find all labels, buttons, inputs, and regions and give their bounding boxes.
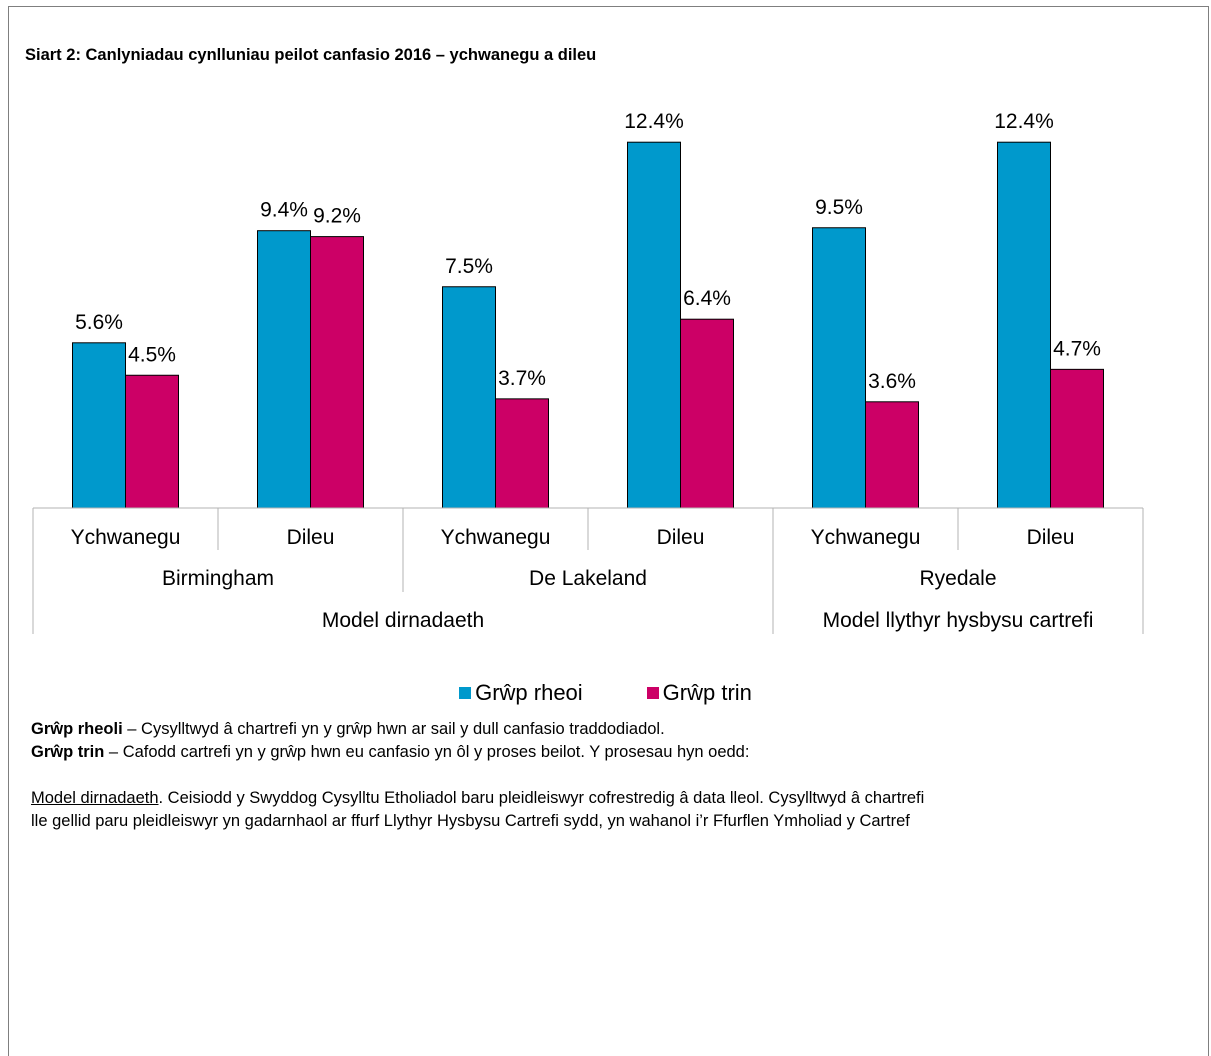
data-label-treatment-2: 3.7% <box>498 367 546 390</box>
bar-treatment-5 <box>1050 368 1104 509</box>
data-label-treatment-4: 3.6% <box>868 370 916 393</box>
legend-swatch-treatment <box>646 687 659 699</box>
note-control-text: – Cysylltwyd â chartrefi yn y grŵp hwn a… <box>122 720 665 738</box>
chart-legend: Grŵp rheoi Grŵp trin <box>0 680 1211 706</box>
category-label-3: Dileu <box>657 526 705 549</box>
legend-item-control: Grŵp rheoi <box>459 680 583 706</box>
notes: Grŵp rheoli – Cysylltwyd â chartrefi yn … <box>31 718 924 833</box>
category-label-4: Ychwanegu <box>811 526 921 549</box>
model-label-1: Model llythyr hysbysu cartrefi <box>823 609 1094 632</box>
bar-chart: 5.6%4.5% 9.4% 9.2% 7.5% 3.7% 12.4% 6.4% 9.5% 3.6… <box>32 110 1144 634</box>
note-model-line-2: lle gellid paru pleidleiswyr yn gadarnha… <box>31 812 910 830</box>
bar-control-0 <box>72 342 126 509</box>
note-model-term: Model dirnadaeth <box>31 789 159 807</box>
category-label-2: Ychwanegu <box>441 526 551 549</box>
data-label-control-4: 9.5% <box>815 196 863 219</box>
bar-control-4 <box>812 227 866 509</box>
category-label-1: Dileu <box>287 526 335 549</box>
legend-label-treatment: Grŵp trin <box>662 680 752 705</box>
data-label-control-3: 12.4% <box>624 110 684 133</box>
note-spacer <box>31 764 924 787</box>
data-label-control-1: 9.4% <box>260 199 308 222</box>
note-model-line: Model dirnadaeth. Ceisiodd y Swyddog Cys… <box>31 787 924 810</box>
bar-treatment-0 <box>125 374 179 509</box>
data-label-treatment-0: 4.5% <box>128 343 176 366</box>
bar-treatment-4 <box>865 401 919 509</box>
note-model-text: . Ceisiodd y Swyddog Cysylltu Etholiadol… <box>158 789 925 807</box>
data-label-control-5: 12.4% <box>994 110 1054 133</box>
note-control-term: Grŵp rheoli <box>31 720 123 738</box>
chart-title: Siart 2: Canlyniadau cynlluniau peilot c… <box>25 46 597 64</box>
data-label-treatment-3: 6.4% <box>683 287 731 310</box>
bar-control-3 <box>627 141 681 509</box>
legend-swatch-control <box>459 687 472 699</box>
group-label-1: De Lakeland <box>529 567 647 590</box>
note-treatment-term: Grŵp trin <box>31 743 105 761</box>
model-label-0: Model dirnadaeth <box>322 609 484 632</box>
legend-label-control: Grŵp rheoi <box>475 680 583 705</box>
chart-frame <box>8 6 1209 1056</box>
bar-treatment-2 <box>495 398 549 509</box>
bar-control-2 <box>442 286 496 509</box>
data-label-treatment-1: 9.2% <box>313 205 361 228</box>
note-control-group: Grŵp rheoli – Cysylltwyd â chartrefi yn … <box>31 718 924 741</box>
bar-control-5 <box>997 141 1051 509</box>
category-label-5: Dileu <box>1027 526 1075 549</box>
legend-item-treatment: Grŵp trin <box>646 680 752 706</box>
group-label-2: Ryedale <box>919 567 996 590</box>
note-treatment-group: Grŵp trin – Cafodd cartrefi yn y grŵp hw… <box>31 741 924 764</box>
note-treatment-text: – Cafodd cartrefi yn y grŵp hwn eu canfa… <box>104 743 750 761</box>
data-label-control-0: 5.6% <box>75 311 123 334</box>
data-label-treatment-5: 4.7% <box>1053 337 1101 360</box>
bar-control-1 <box>257 230 311 509</box>
bar-treatment-3 <box>680 318 734 509</box>
bar-treatment-1 <box>310 236 364 509</box>
group-label-0: Birmingham <box>162 567 274 590</box>
data-label-control-2: 7.5% <box>445 255 493 278</box>
category-label-0: Ychwanegu <box>71 526 181 549</box>
